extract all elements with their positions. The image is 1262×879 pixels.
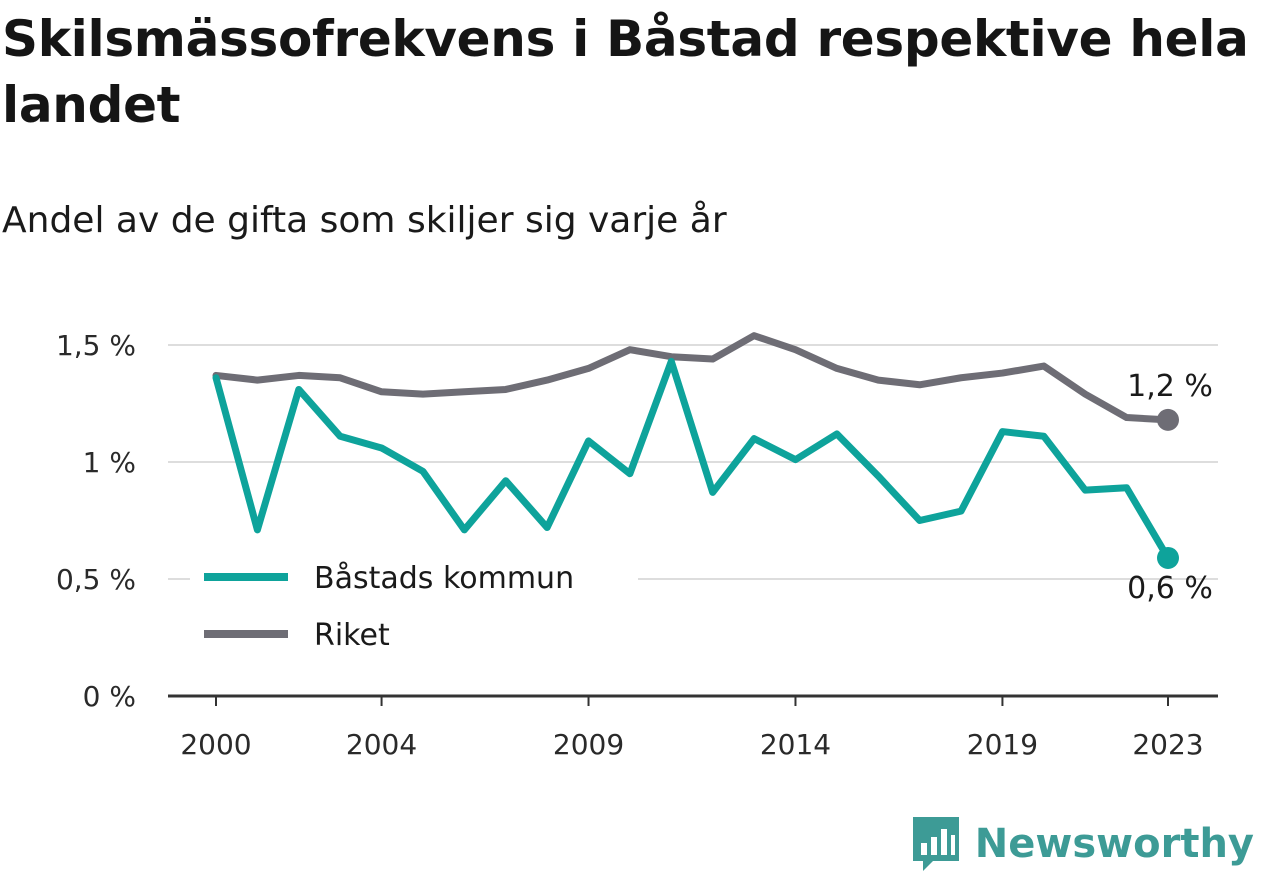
legend-label: Båstads kommun [314,561,574,596]
series-line-bastad [212,357,1172,562]
legend: Båstads kommun Riket [190,540,638,670]
series-line-riket [212,332,1172,424]
bar-chart-speech-bubble-icon [912,817,959,871]
end-point-marker [1157,546,1179,569]
x-tick-label: 2009 [553,728,624,761]
brand-logo: Newsworthy [911,815,1254,873]
y-tick-label: 0 % [83,680,136,713]
end-value-label: 1,2 % [1127,369,1213,404]
x-tick-label: 2004 [346,728,417,761]
chart-subtitle: Andel av de gifta som skiljer sig varje … [2,200,727,241]
x-axis-ticks: 2000 2004 2009 2014 2019 2023 [180,696,1204,761]
y-axis-ticks: 0 % 0,5 % 1 % 1,5 % [56,329,136,713]
x-tick-label: 2023 [1132,728,1203,761]
legend-background [190,540,638,670]
brand-name: Newsworthy [974,821,1254,867]
end-value-label: 0,6 % [1127,571,1213,606]
chart-title: Skilsmässofrekvens i Båstad respektive h… [2,10,1249,134]
end-point-marker [1157,408,1179,431]
y-tick-label: 1 % [83,446,136,479]
y-tick-label: 0,5 % [56,563,136,596]
x-tick-label: 2019 [967,728,1038,761]
legend-label: Riket [314,618,390,653]
x-tick-label: 2014 [760,728,831,761]
x-tick-label: 2000 [180,728,251,761]
series-layer: 1,2 % 0,6 % [212,332,1213,606]
y-tick-label: 1,5 % [56,329,136,362]
